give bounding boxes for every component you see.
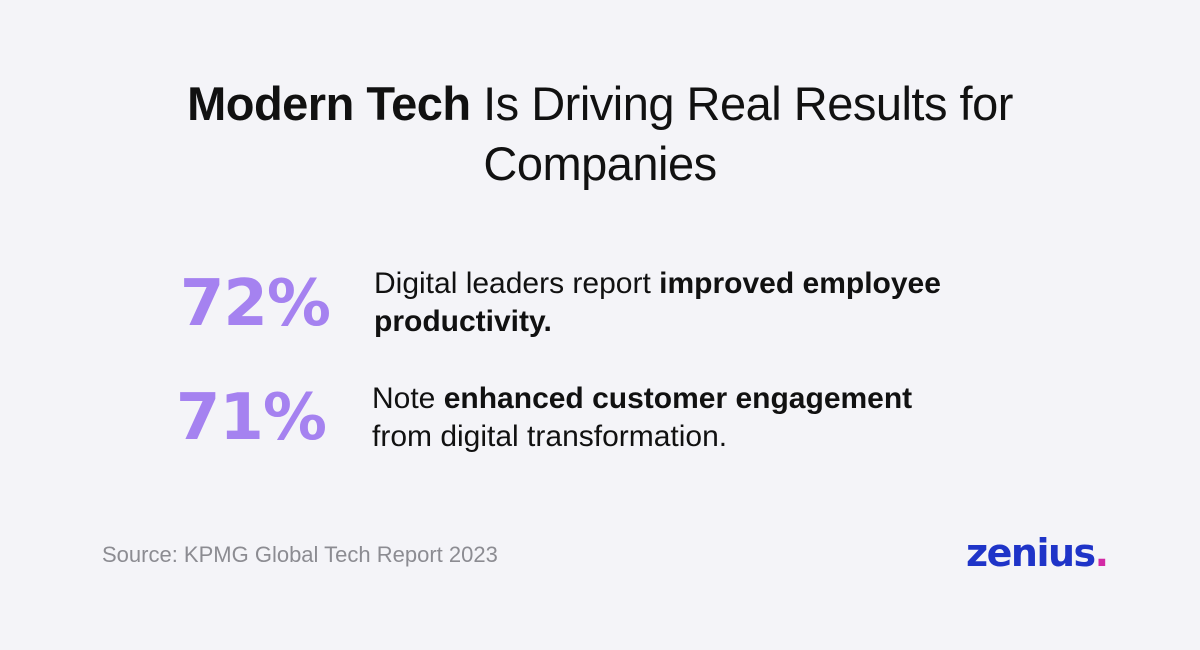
stat-text-bold: enhanced customer engagement xyxy=(443,382,913,415)
stat-description-engagement: Note enhanced customer engagement from d… xyxy=(372,380,1072,456)
zenius-logo: zenius. xyxy=(966,531,1109,575)
headline-bold: Modern Tech xyxy=(187,77,471,130)
source-citation: Source: KPMG Global Tech Report 2023 xyxy=(102,542,498,567)
stat-value-productivity: 72% xyxy=(179,267,331,341)
headline-regular: Is Driving Real Results for xyxy=(470,77,1013,130)
headline-line2: Companies xyxy=(483,137,717,190)
stat-text-before: Note xyxy=(372,382,444,415)
stat-text-bold: improved employee productivity. xyxy=(374,267,941,338)
logo-wordmark: zenius xyxy=(966,531,1096,575)
stat-description-productivity: Digital leaders report improved employee… xyxy=(374,265,1074,341)
logo-dot: . xyxy=(1094,531,1109,575)
headline: Modern Tech Is Driving Real Results for … xyxy=(0,74,1200,194)
stat-value-engagement: 71% xyxy=(175,381,327,455)
stat-text-after: from digital transformation. xyxy=(372,420,728,453)
stat-text-before: Digital leaders report xyxy=(374,267,660,300)
